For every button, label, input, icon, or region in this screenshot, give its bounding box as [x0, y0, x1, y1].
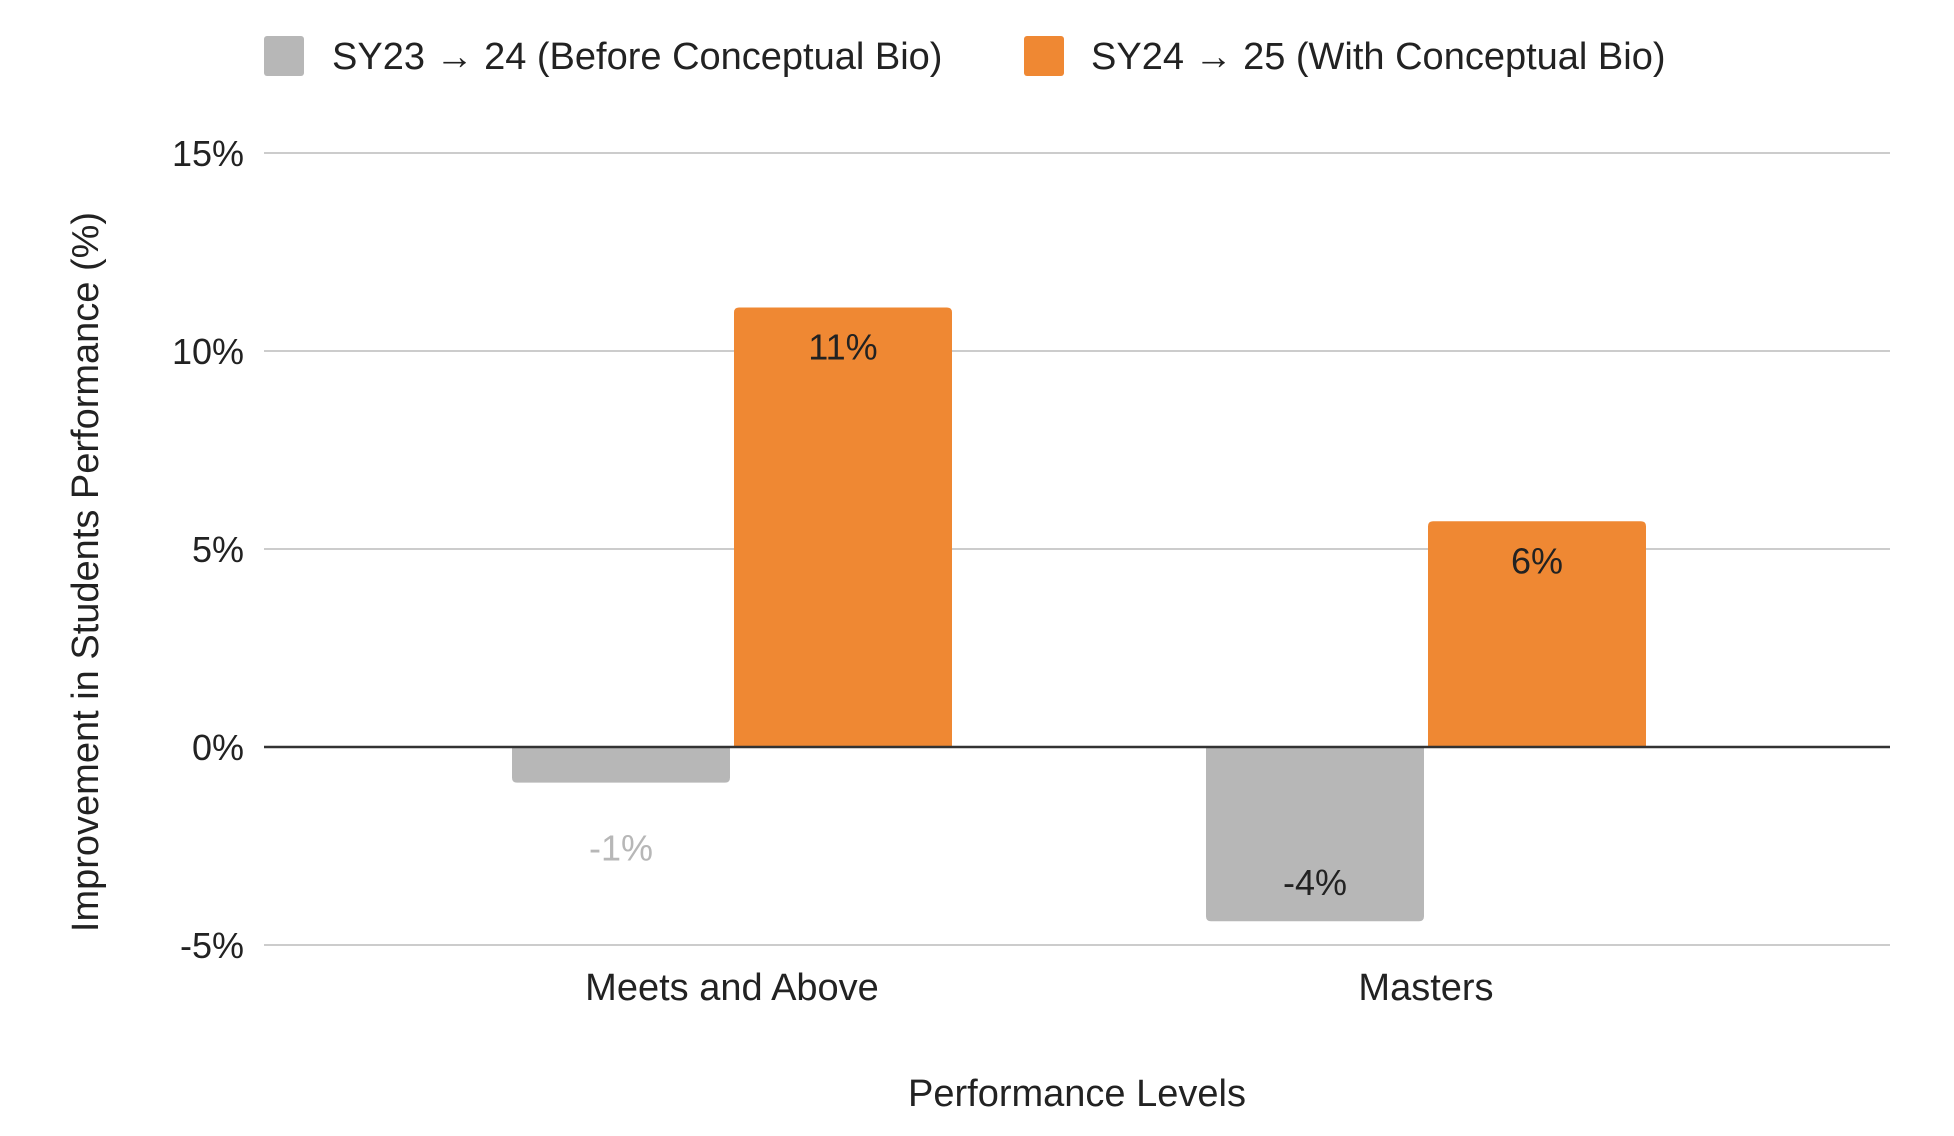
- legend-label: SY23 → 24 (Before Conceptual Bio): [332, 36, 942, 78]
- bar: [1428, 521, 1646, 747]
- legend-swatch: [1024, 36, 1064, 76]
- x-axis-categories: Meets and Above Masters: [585, 967, 1493, 1009]
- y-tick-label: 15%: [172, 133, 244, 174]
- x-category-label: Meets and Above: [585, 967, 879, 1009]
- legend-swatch: [264, 36, 304, 76]
- data-labels: -1% 11% -4% 6%: [589, 326, 1563, 903]
- y-tick-label: -5%: [180, 925, 244, 966]
- x-axis-title: Performance Levels: [908, 1073, 1246, 1115]
- data-label: 6%: [1511, 540, 1563, 581]
- y-tick-label: 0%: [192, 727, 244, 768]
- legend: SY23 → 24 (Before Conceptual Bio) SY24 → …: [264, 36, 1666, 78]
- data-label: -1%: [589, 828, 653, 869]
- data-label: 11%: [808, 326, 877, 367]
- bar: [734, 307, 952, 747]
- bar: [1206, 747, 1424, 922]
- y-tick-label: 10%: [172, 331, 244, 372]
- bar: [512, 747, 730, 783]
- x-category-label: Masters: [1358, 967, 1493, 1009]
- y-axis-title: Improvement in Students Performance (%): [65, 212, 107, 932]
- y-tick-label: 5%: [192, 529, 244, 570]
- y-axis-ticks: 15% 10% 5% 0% -5%: [172, 133, 244, 966]
- data-label: -4%: [1283, 862, 1347, 903]
- legend-label: SY24 → 25 (With Conceptual Bio): [1091, 36, 1666, 78]
- bars: [512, 307, 1646, 922]
- gridlines: [264, 152, 1890, 946]
